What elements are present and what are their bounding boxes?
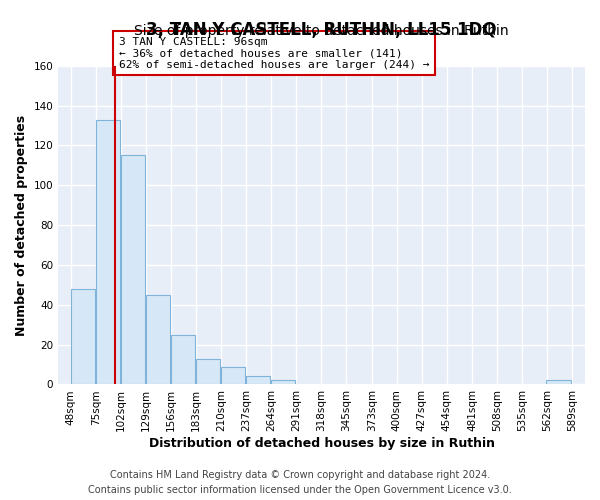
Text: 3 TAN Y CASTELL: 96sqm
← 36% of detached houses are smaller (141)
62% of semi-de: 3 TAN Y CASTELL: 96sqm ← 36% of detached… [119, 36, 430, 70]
Bar [96, 120, 121, 384]
Text: Contains HM Land Registry data © Crown copyright and database right 2024.
Contai: Contains HM Land Registry data © Crown c… [88, 470, 512, 495]
Bar [246, 376, 271, 384]
Y-axis label: Number of detached properties: Number of detached properties [15, 114, 28, 336]
Bar [146, 295, 170, 384]
Bar [71, 289, 95, 384]
Bar [171, 334, 196, 384]
X-axis label: Distribution of detached houses by size in Ruthin: Distribution of detached houses by size … [149, 437, 494, 450]
Bar [271, 380, 295, 384]
Title: Size of property relative to detached houses in Ruthin: Size of property relative to detached ho… [134, 24, 509, 38]
Bar [221, 366, 245, 384]
Text: 3, TAN Y CASTELL, RUTHIN, LL15 1DQ: 3, TAN Y CASTELL, RUTHIN, LL15 1DQ [146, 20, 497, 38]
Bar [196, 358, 220, 384]
Bar [121, 156, 145, 384]
Bar [547, 380, 571, 384]
